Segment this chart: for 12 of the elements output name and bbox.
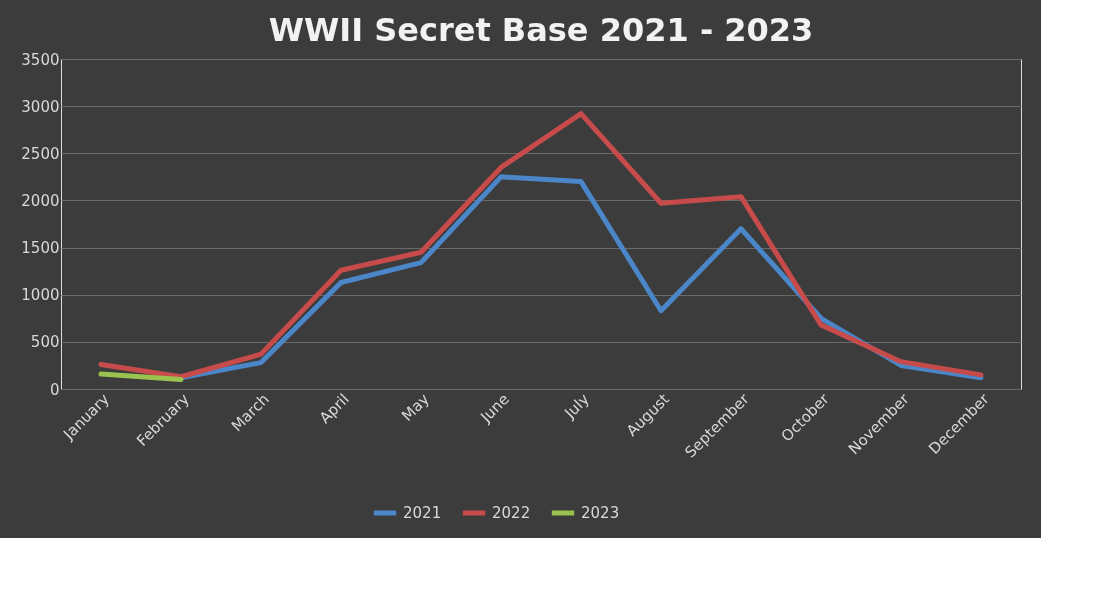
chart-title: WWII Secret Base 2021 - 2023 xyxy=(268,11,814,49)
y-tick-label: 3000 xyxy=(21,97,60,116)
y-tick-label: 0 xyxy=(49,380,60,399)
legend-label: 2023 xyxy=(581,504,620,522)
y-tick-label: 500 xyxy=(30,333,60,352)
y-tick-label: 2500 xyxy=(21,144,60,163)
y-tick-label: 3500 xyxy=(21,50,60,69)
legend-label: 2022 xyxy=(492,504,531,522)
y-tick-label: 2000 xyxy=(21,191,60,210)
y-tick-label: 1000 xyxy=(21,286,60,305)
y-tick-label: 1500 xyxy=(21,239,60,258)
legend-label: 2021 xyxy=(403,504,442,522)
